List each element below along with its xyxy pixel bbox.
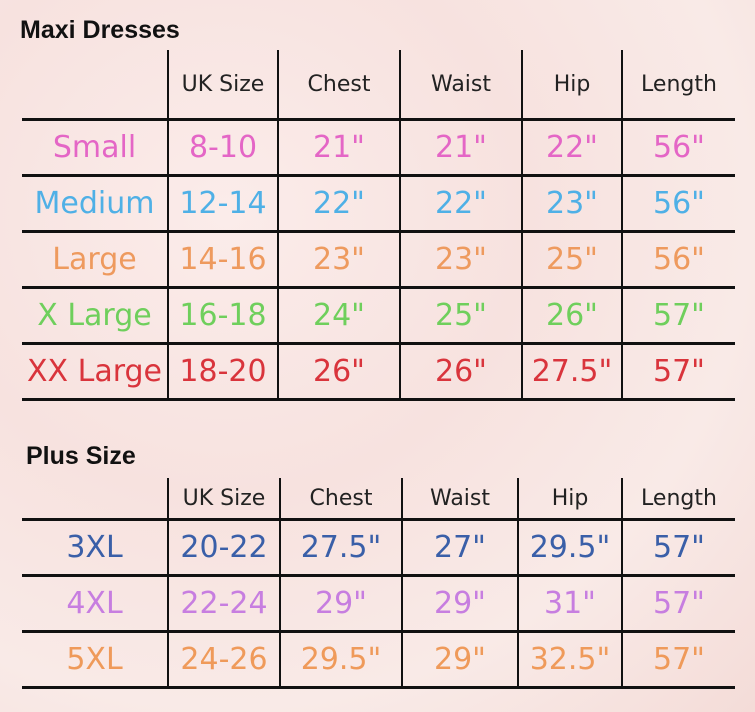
table-cell: 57" bbox=[621, 630, 735, 689]
table-cell: 23" bbox=[399, 230, 522, 289]
table-cell: 27.5" bbox=[279, 518, 402, 577]
table-cell: 23" bbox=[277, 230, 400, 289]
column-header: Chest bbox=[277, 50, 400, 120]
table-cell: 27" bbox=[401, 518, 518, 577]
table-cell: 21" bbox=[399, 118, 522, 177]
size-label: 3XL bbox=[22, 518, 168, 577]
table-cell: 8-10 bbox=[167, 118, 278, 177]
table-cell: 23" bbox=[521, 174, 622, 233]
table-cell: 32.5" bbox=[517, 630, 622, 689]
column-header: UK Size bbox=[167, 478, 280, 520]
table-cell: 25" bbox=[399, 286, 522, 345]
column-header: Hip bbox=[517, 478, 622, 520]
table-cell: 29.5" bbox=[279, 630, 402, 689]
table-row: Small 8-10 21" 21" 22" 56" bbox=[22, 118, 735, 177]
table-cell: 57" bbox=[621, 574, 735, 633]
column-header: Chest bbox=[279, 478, 402, 520]
header-row: UK Size Chest Waist Hip Length bbox=[22, 50, 735, 120]
size-label: X Large bbox=[22, 286, 168, 345]
header-row: UK Size Chest Waist Hip Length bbox=[22, 478, 735, 520]
maxi-size-table: UK Size Chest Waist Hip Length Small 8-10 21" 2… bbox=[22, 50, 735, 401]
size-label: Large bbox=[22, 230, 168, 289]
size-label: XX Large bbox=[22, 342, 168, 401]
table-cell: 24-26 bbox=[167, 630, 280, 689]
table-cell: 22" bbox=[277, 174, 400, 233]
table-row: 4XL 22-24 29" 29" 31" 57" bbox=[22, 574, 735, 633]
column-header bbox=[22, 478, 168, 520]
table-cell: 22-24 bbox=[167, 574, 280, 633]
table-cell: 29.5" bbox=[517, 518, 622, 577]
table-row: Large 14-16 23" 23" 25" 56" bbox=[22, 230, 735, 289]
size-label: Medium bbox=[22, 174, 168, 233]
maxi-dresses-title: Maxi Dresses bbox=[20, 16, 180, 44]
table-row: X Large 16-18 24" 25" 26" 57" bbox=[22, 286, 735, 345]
column-header: UK Size bbox=[167, 50, 278, 120]
table-cell: 24" bbox=[277, 286, 400, 345]
size-label: 5XL bbox=[22, 630, 168, 689]
size-label: 4XL bbox=[22, 574, 168, 633]
table-cell: 21" bbox=[277, 118, 400, 177]
column-header: Hip bbox=[521, 50, 622, 120]
column-header: Length bbox=[621, 478, 735, 520]
table-cell: 29" bbox=[401, 574, 518, 633]
table-cell: 29" bbox=[401, 630, 518, 689]
table-cell: 56" bbox=[621, 230, 735, 289]
table-row: 3XL 20-22 27.5" 27" 29.5" 57" bbox=[22, 518, 735, 577]
table-cell: 14-16 bbox=[167, 230, 278, 289]
size-label: Small bbox=[22, 118, 168, 177]
table-cell: 26" bbox=[399, 342, 522, 401]
table-cell: 25" bbox=[521, 230, 622, 289]
table-row: XX Large 18-20 26" 26" 27.5" 57" bbox=[22, 342, 735, 401]
table-cell: 12-14 bbox=[167, 174, 278, 233]
table-cell: 16-18 bbox=[167, 286, 278, 345]
column-header bbox=[22, 50, 168, 120]
table-cell: 57" bbox=[621, 342, 735, 401]
table-cell: 31" bbox=[517, 574, 622, 633]
column-header: Waist bbox=[399, 50, 522, 120]
table-cell: 22" bbox=[399, 174, 522, 233]
table-cell: 56" bbox=[621, 174, 735, 233]
table-cell: 57" bbox=[621, 518, 735, 577]
table-row: Medium 12-14 22" 22" 23" 56" bbox=[22, 174, 735, 233]
plus-size-title: Plus Size bbox=[26, 442, 136, 470]
table-cell: 27.5" bbox=[521, 342, 622, 401]
table-cell: 26" bbox=[521, 286, 622, 345]
column-header: Waist bbox=[401, 478, 518, 520]
table-cell: 56" bbox=[621, 118, 735, 177]
column-header: Length bbox=[621, 50, 735, 120]
table-row: 5XL 24-26 29.5" 29" 32.5" 57" bbox=[22, 630, 735, 689]
table-cell: 20-22 bbox=[167, 518, 280, 577]
plus-size-table: UK Size Chest Waist Hip Length 3XL 20-22 27.5"… bbox=[22, 478, 735, 689]
table-cell: 18-20 bbox=[167, 342, 278, 401]
table-cell: 22" bbox=[521, 118, 622, 177]
table-cell: 57" bbox=[621, 286, 735, 345]
table-cell: 29" bbox=[279, 574, 402, 633]
table-cell: 26" bbox=[277, 342, 400, 401]
